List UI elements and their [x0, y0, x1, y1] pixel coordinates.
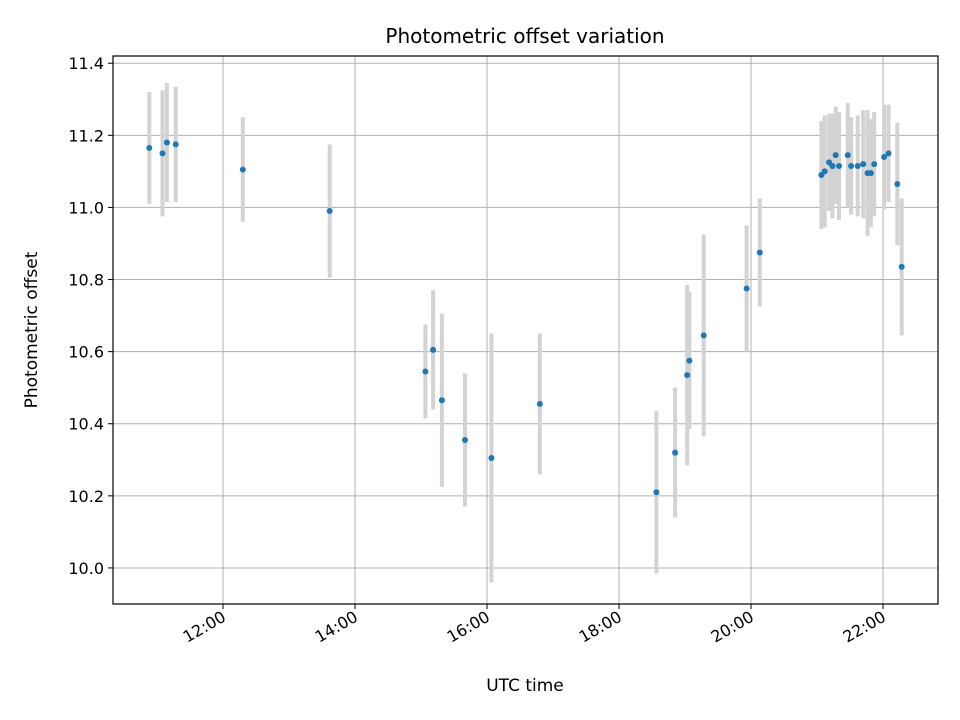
- data-point-3: [172, 141, 179, 148]
- data-point-6: [422, 368, 429, 375]
- data-point-12: [653, 489, 660, 496]
- data-point-20: [821, 168, 828, 175]
- data-points: [146, 139, 905, 496]
- data-point-9: [462, 436, 468, 443]
- y-tick-label-7: 11.4: [68, 54, 104, 73]
- data-point-2: [163, 139, 170, 146]
- data-point-11: [536, 400, 543, 407]
- data-point-17: [743, 285, 750, 292]
- data-point-8: [438, 397, 445, 404]
- data-point-32: [881, 153, 888, 160]
- y-axis-ticks: 10.0 10.2 10.4 10.6 10.8 11.0 11.2 11.4: [68, 54, 113, 578]
- y-tick-label-4: 10.8: [68, 271, 104, 290]
- data-point-14: [684, 372, 691, 379]
- data-point-4: [239, 166, 246, 173]
- data-point-24: [836, 162, 842, 169]
- x-axis-label: UTC time: [486, 676, 564, 696]
- grid: [113, 56, 938, 604]
- data-point-0: [146, 144, 153, 151]
- data-point-26: [848, 162, 855, 169]
- y-tick-label-3: 10.6: [68, 343, 104, 362]
- data-point-22: [829, 162, 836, 169]
- chart-title: Photometric offset variation: [385, 24, 664, 48]
- data-point-34: [894, 180, 901, 187]
- plot-frame: [112, 55, 939, 605]
- data-point-31: [871, 161, 878, 168]
- data-point-25: [844, 152, 851, 159]
- data-point-15: [686, 357, 693, 364]
- data-point-18: [756, 249, 763, 256]
- data-point-5: [326, 208, 333, 215]
- data-point-23: [832, 152, 839, 159]
- y-tick-label-1: 10.2: [68, 487, 104, 506]
- data-point-10: [488, 454, 495, 461]
- y-tick-label-0: 10.0: [68, 559, 104, 578]
- y-tick-label-5: 11.0: [68, 198, 104, 217]
- data-point-35: [898, 263, 905, 270]
- data-point-30: [867, 170, 874, 177]
- data-point-13: [672, 449, 679, 456]
- y-tick-label-6: 11.2: [68, 126, 104, 145]
- data-point-33: [885, 150, 892, 157]
- data-point-16: [700, 332, 707, 339]
- data-point-7: [430, 346, 437, 353]
- y-tick-label-2: 10.4: [68, 415, 104, 434]
- y-axis-label: Photometric offset: [22, 251, 42, 408]
- data-point-27: [854, 162, 861, 169]
- data-point-28: [860, 161, 867, 168]
- data-point-1: [159, 150, 166, 157]
